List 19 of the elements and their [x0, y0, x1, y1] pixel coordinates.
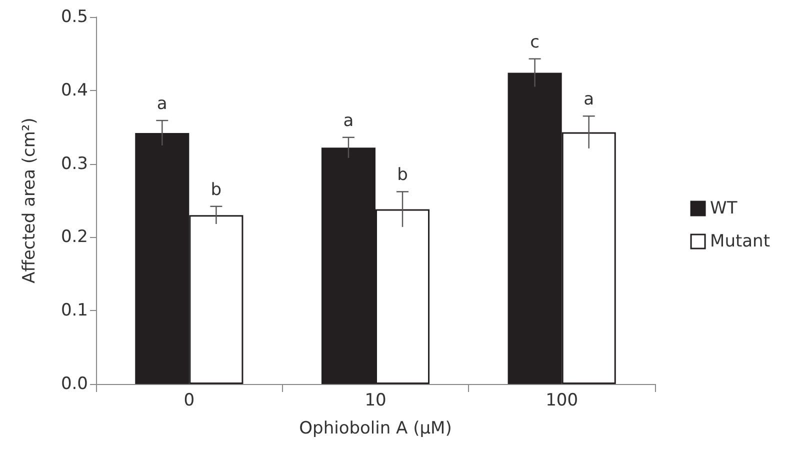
- annotation: b: [210, 180, 222, 200]
- annotation: a: [343, 110, 354, 131]
- legend-label: WT: [710, 198, 738, 218]
- annotation: c: [530, 32, 540, 52]
- annotation: a: [584, 90, 594, 110]
- x-tick-label: 10: [364, 390, 386, 410]
- y-tick-label: 0.0: [60, 374, 88, 394]
- legend-label: Mutant: [710, 232, 770, 252]
- y-axis-title: Affected area (cm²): [20, 118, 40, 284]
- y-tick-label: 0.3: [60, 154, 88, 174]
- x-tick-label: 100: [546, 390, 578, 410]
- x-axis-title: Ophiobolin A (μM): [299, 418, 452, 438]
- annotation: b: [397, 165, 408, 186]
- y-tick-label: 0.1: [60, 300, 88, 321]
- annotation: a: [156, 94, 168, 114]
- y-tick-label: 0.5: [60, 7, 88, 27]
- x-tick-label: 0: [184, 390, 195, 410]
- y-tick-label: 0.2: [60, 227, 88, 248]
- y-tick-label: 0.4: [60, 80, 88, 100]
